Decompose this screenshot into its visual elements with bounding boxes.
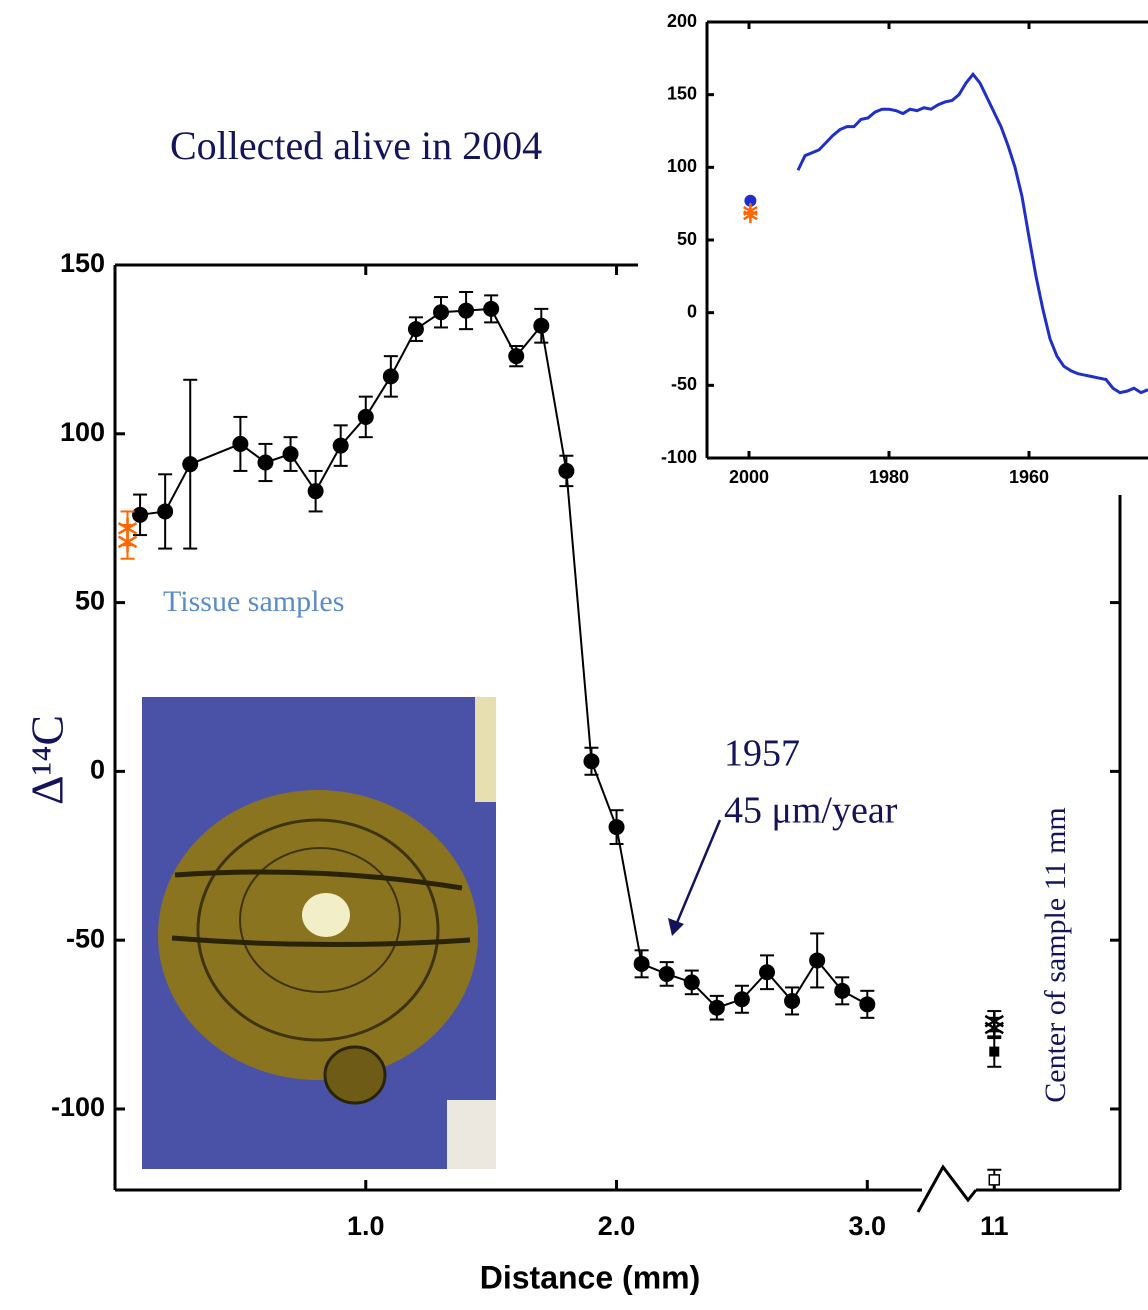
data-point [984, 1017, 1004, 1039]
data-point [508, 348, 525, 365]
y-axis-label: Δ¹⁴C [22, 715, 73, 805]
annotation: Tissue samples [163, 585, 344, 618]
x-tick-label: 2.0 [598, 1211, 636, 1241]
x-tick-label: 11 [980, 1211, 1009, 1241]
annotation: 1957 [724, 733, 800, 775]
y-tick-label: 100 [667, 156, 697, 176]
x-tick-label: 1980 [869, 467, 909, 487]
data-point [157, 503, 174, 520]
data-point [708, 999, 725, 1016]
data-point [683, 974, 700, 991]
data-point [733, 991, 750, 1008]
asterisk-stroke [117, 535, 138, 549]
y-tick-label: 200 [667, 11, 697, 31]
data-point [533, 317, 550, 334]
annotation: Collected alive in 2004 [170, 123, 542, 168]
data-point [407, 321, 424, 338]
annotation: Center of sample 11 mm [1039, 807, 1072, 1103]
data-point [658, 965, 675, 982]
data-point [182, 456, 199, 473]
y-tick-label: -100 [661, 447, 697, 467]
data-point [382, 368, 399, 385]
y-tick-label: -100 [51, 1092, 105, 1122]
y-tick-label: 50 [677, 229, 697, 249]
data-point [357, 408, 374, 425]
data-point [759, 964, 775, 981]
data-point [988, 1174, 1001, 1186]
data-point [483, 300, 500, 317]
data-point [809, 952, 826, 969]
x-tick-label: 2000 [729, 467, 769, 487]
y-tick-label: 150 [60, 248, 105, 278]
y-tick-label: -50 [66, 923, 105, 953]
inset-background [638, 0, 1148, 495]
data-point [989, 1046, 1000, 1057]
data-point [834, 982, 851, 999]
x-tick-label: 1960 [1009, 467, 1049, 487]
data-point [784, 992, 801, 1009]
data-point [257, 454, 274, 471]
data-point [282, 446, 299, 463]
data-point [859, 996, 876, 1013]
y-tick-label: -50 [671, 374, 697, 394]
y-tick-label: 100 [60, 417, 105, 447]
x-tick-label: 3.0 [849, 1211, 887, 1241]
sample-photo [142, 697, 496, 1169]
y-tick-label: 0 [90, 755, 105, 785]
data-point [743, 207, 758, 224]
data-point [132, 506, 149, 523]
data-point [117, 531, 138, 553]
asterisk-stroke [743, 210, 758, 221]
data-point [608, 819, 625, 836]
data-point [744, 194, 757, 207]
data-point [433, 304, 449, 321]
data-point [558, 462, 575, 479]
data-point [232, 435, 249, 452]
data-point [332, 437, 349, 454]
y-tick-label: 0 [687, 301, 697, 321]
inset-plot: 200 150 100 50 0 -50 -100 2000 1980 1960 [661, 11, 1148, 487]
y-tick-label: 50 [75, 586, 105, 616]
asterisk-stroke [984, 1021, 1004, 1035]
annotation: 45 μm/year [724, 790, 898, 832]
data-point [583, 753, 600, 770]
data-point [458, 302, 475, 319]
data-point [307, 483, 324, 500]
annotation-arrow [668, 819, 722, 936]
x-tick-label: 1.0 [347, 1211, 385, 1241]
x-axis-label: Distance (mm) [480, 1259, 701, 1295]
data-point [633, 955, 650, 972]
main-plot: 150 100 50 0 -50 -100 1.0 2.0 3.0 11 Distance (mm)… [22, 248, 1120, 1295]
y-tick-label: 150 [667, 83, 697, 103]
series-line [796, 71, 1148, 395]
